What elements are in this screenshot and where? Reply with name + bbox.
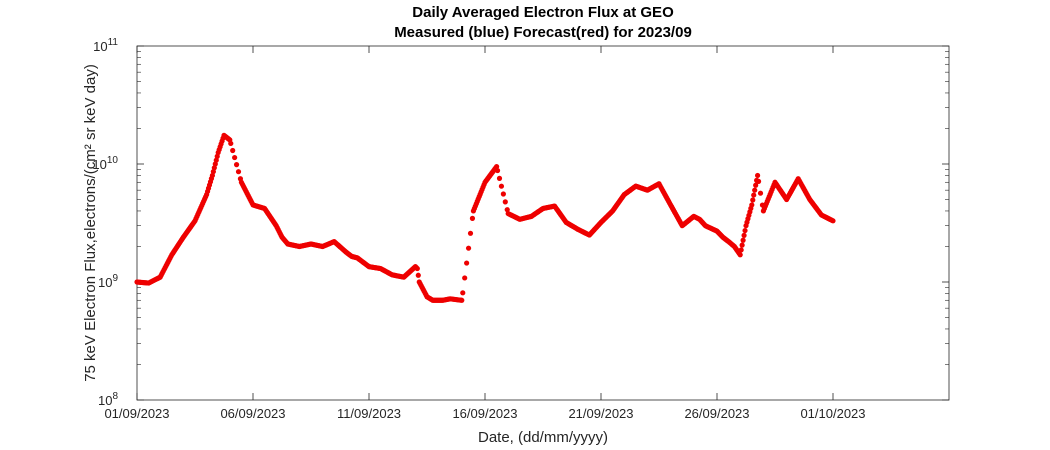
- data-point: [232, 154, 238, 161]
- y-tick-label: 1011: [93, 37, 118, 54]
- x-tick-label: 01/10/2023: [800, 406, 865, 421]
- y-tick-label: 108: [98, 391, 118, 408]
- data-point: [755, 172, 761, 179]
- data-point: [753, 182, 759, 188]
- data-point: [496, 175, 503, 181]
- x-tick-label: 06/09/2023: [220, 406, 285, 421]
- data-point: [460, 290, 466, 296]
- data-point: [459, 297, 465, 303]
- data-point: [757, 190, 764, 196]
- data-point: [830, 218, 836, 224]
- y-tick-exponent: 9: [112, 273, 118, 284]
- data-point: [494, 167, 501, 174]
- data-point: [462, 275, 468, 281]
- data-point: [464, 260, 470, 266]
- data-point: [467, 230, 474, 236]
- data-point: [755, 178, 762, 184]
- data-point: [750, 197, 756, 203]
- chart-title: Daily Averaged Electron Flux at GEO: [412, 4, 674, 21]
- x-axis-label: Date, (dd/mm/yyyy): [478, 429, 608, 446]
- data-point: [233, 162, 240, 168]
- data-point: [414, 265, 420, 272]
- y-tick-label: 109: [98, 273, 118, 290]
- y-tick-base: 10: [92, 157, 106, 172]
- y-tick-base: 10: [98, 393, 112, 408]
- data-point: [230, 147, 236, 154]
- x-tick-label: 16/09/2023: [452, 406, 517, 421]
- plot-area: [136, 45, 950, 401]
- data-point: [235, 169, 242, 175]
- axis-ticks: 01/09/2023 06/09/2023 11/09/2023 16/09/2023…: [92, 37, 949, 421]
- data-point: [751, 192, 757, 198]
- x-tick-label: 11/09/2023: [337, 406, 401, 421]
- data-points: [134, 132, 836, 303]
- y-tick-base: 10: [98, 275, 112, 290]
- data-point: [749, 202, 755, 208]
- data-point: [741, 232, 747, 238]
- y-tick-exponent: 11: [108, 37, 119, 48]
- data-point: [500, 191, 506, 197]
- x-tick-label: 21/09/2023: [568, 406, 633, 421]
- data-point: [752, 187, 758, 193]
- y-tick-exponent: 10: [107, 155, 119, 166]
- data-point: [737, 252, 743, 258]
- y-tick-label: 1010: [92, 155, 118, 172]
- data-point: [465, 245, 472, 251]
- data-point: [498, 183, 505, 189]
- x-tick-label: 01/09/2023: [104, 406, 169, 421]
- y-tick-exponent: 8: [112, 391, 118, 402]
- data-point: [415, 272, 421, 278]
- y-tick-base: 10: [93, 39, 107, 54]
- data-point: [740, 237, 746, 243]
- data-point: [228, 140, 234, 147]
- data-point: [469, 215, 476, 221]
- data-point: [739, 242, 745, 248]
- data-point: [502, 199, 508, 205]
- data-point: [494, 164, 500, 170]
- x-tick-label: 26/09/2023: [684, 406, 749, 421]
- data-point: [504, 207, 510, 213]
- chart-subtitle: Measured (blue) Forecast(red) for 2023/0…: [394, 24, 692, 41]
- data-point: [742, 227, 748, 234]
- y-axis-label: 75 keV Electron Flux,electrons/(cm² sr k…: [82, 64, 99, 382]
- data-point: [738, 247, 744, 253]
